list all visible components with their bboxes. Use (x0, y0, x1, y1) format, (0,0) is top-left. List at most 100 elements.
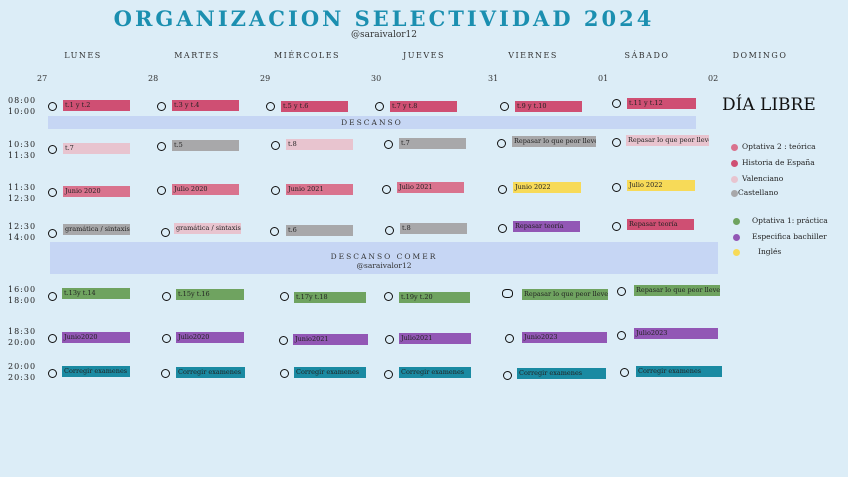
task-item[interactable]: gramática / sintaxis (174, 223, 241, 234)
checkbox[interactable] (280, 369, 289, 378)
legend-dot-practica (733, 218, 740, 225)
task-item[interactable]: Julio 2021 (397, 182, 464, 193)
checkbox[interactable] (48, 188, 57, 197)
task-item[interactable]: Junio 2022 (513, 182, 581, 193)
checkbox[interactable] (271, 141, 280, 150)
checkbox[interactable] (620, 368, 629, 377)
checkbox[interactable] (612, 222, 621, 231)
checkbox[interactable] (48, 369, 57, 378)
task-item[interactable]: Junio 2020 (63, 186, 130, 197)
checkbox[interactable] (500, 102, 509, 111)
task-item[interactable]: t.8 (286, 139, 353, 150)
checkbox[interactable] (48, 292, 57, 301)
task-item[interactable]: Julio2021 (399, 333, 471, 344)
break-band: DESCANSO (48, 116, 696, 129)
task-item[interactable]: Junio2020 (62, 332, 130, 343)
task-item[interactable]: Repasar lo que peor lleve. (522, 289, 608, 300)
task-item[interactable]: Repasar lo que peor lleve. (634, 285, 720, 296)
checkbox[interactable] (279, 336, 288, 345)
checkbox[interactable] (157, 186, 166, 195)
task-item[interactable]: Junio2021 (293, 334, 368, 345)
task-item[interactable]: Junio 2021 (286, 184, 353, 195)
checkbox[interactable] (382, 185, 391, 194)
task-item[interactable]: t.17y t.18 (294, 292, 366, 303)
task-item[interactable]: Repasar lo que peor lleve. (626, 135, 709, 146)
task-item[interactable]: t.5 (172, 140, 239, 151)
task-item[interactable]: t.1 y t.2 (63, 100, 130, 111)
checkbox[interactable] (502, 289, 513, 298)
checkbox[interactable] (612, 138, 621, 147)
checkbox[interactable] (385, 335, 394, 344)
checkbox[interactable] (157, 102, 166, 111)
task-item[interactable]: Repasar teoría (627, 219, 694, 230)
checkbox[interactable] (503, 371, 512, 380)
legend-dot-bachiller (733, 234, 740, 241)
checkbox[interactable] (280, 292, 289, 301)
task-item[interactable]: Corregir examenes (636, 366, 722, 377)
task-item[interactable]: t.19y t.20 (399, 292, 470, 303)
task-item[interactable]: Julio2020 (176, 332, 244, 343)
task-item[interactable]: Julio 2022 (627, 180, 695, 191)
task-item[interactable]: t.9 y t.10 (515, 101, 582, 112)
checkbox[interactable] (162, 292, 171, 301)
task-item[interactable]: t.7 (399, 138, 466, 149)
task-item[interactable]: t.11 y t.12 (627, 98, 696, 109)
checkbox[interactable] (271, 186, 280, 195)
day-header-thursday: JUEVES (403, 51, 445, 60)
task-item[interactable]: t.13y t.14 (62, 288, 130, 299)
checkbox[interactable] (384, 292, 393, 301)
checkbox[interactable] (161, 369, 170, 378)
checkbox[interactable] (384, 370, 393, 379)
day-off-label: DÍA LIBRE (722, 95, 816, 115)
checkbox[interactable] (375, 102, 384, 111)
task-item[interactable]: t.15y t.16 (176, 289, 244, 300)
task-item[interactable]: t.7 (63, 143, 130, 154)
checkbox[interactable] (498, 185, 507, 194)
legend-dot-valenciano (731, 176, 738, 183)
checkbox[interactable] (157, 142, 166, 151)
task-item[interactable]: Julio 2020 (172, 184, 239, 195)
task-item[interactable]: Julio2023 (634, 328, 718, 339)
task-item[interactable]: Corregir examenes (176, 367, 245, 378)
task-item[interactable]: Repasar lo que peor lleve. (512, 136, 596, 147)
date-friday: 31 (488, 74, 499, 83)
date-sunday: 02 (708, 74, 719, 83)
checkbox[interactable] (48, 102, 57, 111)
legend-dot-ingles (733, 249, 740, 256)
task-item[interactable]: Repasar teoría (513, 221, 580, 232)
legend-label-castellano: Castellano (738, 188, 779, 197)
checkbox[interactable] (612, 99, 621, 108)
checkbox[interactable] (384, 140, 393, 149)
checkbox[interactable] (385, 226, 394, 235)
checkbox[interactable] (48, 229, 57, 238)
checkbox[interactable] (161, 228, 170, 237)
task-item[interactable]: t.3 y t.4 (172, 100, 239, 111)
checkbox[interactable] (48, 334, 57, 343)
checkbox[interactable] (505, 334, 514, 343)
day-header-saturday: SÁBADO (624, 51, 670, 60)
date-monday: 27 (37, 74, 48, 83)
task-item[interactable]: Junio2023 (522, 332, 607, 343)
task-item[interactable]: t.8 (400, 223, 467, 234)
task-item[interactable]: Corregir examenes (399, 367, 471, 378)
checkbox[interactable] (270, 227, 279, 236)
task-item[interactable]: gramática / sintaxis (63, 224, 130, 235)
checkbox[interactable] (162, 334, 171, 343)
task-item[interactable]: t.5 y t.6 (281, 101, 348, 112)
task-item[interactable]: Corregir examenes (517, 368, 606, 379)
checkbox[interactable] (612, 183, 621, 192)
checkbox[interactable] (48, 145, 57, 154)
task-item[interactable]: Corregir examenes (62, 366, 130, 377)
date-thursday: 30 (371, 74, 382, 83)
checkbox[interactable] (498, 224, 507, 233)
checkbox[interactable] (617, 331, 626, 340)
task-item[interactable]: t.6 (286, 225, 353, 236)
checkbox[interactable] (266, 102, 275, 111)
lunch-break-band: DESCANSO COMER @saraivalor12 (50, 242, 718, 274)
checkbox[interactable] (617, 287, 626, 296)
checkbox[interactable] (497, 139, 506, 148)
legend-dot-castellano (731, 190, 738, 197)
task-item[interactable]: Corregir examenes (294, 367, 366, 378)
day-header-friday: VIERNES (508, 51, 558, 60)
task-item[interactable]: t.7 y t.8 (390, 101, 457, 112)
